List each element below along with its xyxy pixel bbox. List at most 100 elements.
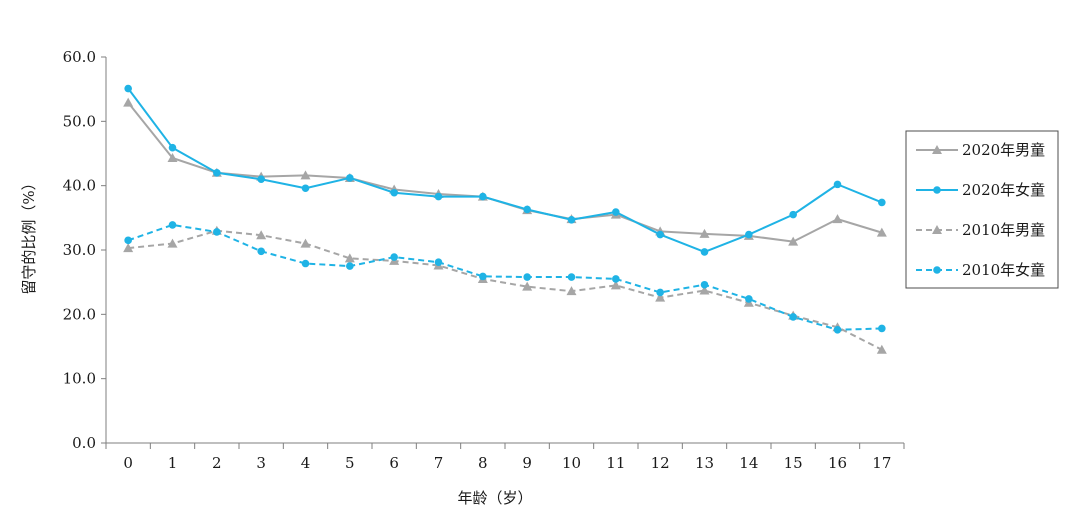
x-tick-label: 12 — [651, 454, 670, 472]
data-point — [700, 248, 709, 256]
y-axis-title: 留守的比例（%） — [20, 175, 38, 294]
data-point — [656, 230, 664, 239]
y-tick-label: 50.0 — [63, 112, 96, 130]
y-tick-label: 40.0 — [63, 177, 96, 195]
data-point — [612, 275, 620, 283]
data-point — [479, 272, 487, 281]
data-point — [123, 243, 134, 253]
data-point — [256, 230, 267, 240]
data-point — [301, 259, 310, 268]
data-point — [167, 153, 178, 163]
legend-label: 2010年女童 — [962, 261, 1045, 279]
y-tick-label: 30.0 — [63, 241, 96, 259]
chart-ticks: 0.010.020.030.040.050.060.00 1 2 3 4 5 6 7 8 9 10 1… — [63, 48, 905, 472]
chart-series — [123, 84, 887, 354]
x-tick-label: 15 — [784, 454, 803, 472]
data-point — [745, 230, 753, 239]
data-point — [610, 280, 621, 290]
data-point — [655, 292, 666, 302]
data-point — [832, 214, 843, 224]
data-point — [833, 180, 842, 189]
data-point — [479, 192, 487, 201]
data-point — [656, 288, 664, 297]
data-point — [168, 143, 177, 152]
data-point — [878, 324, 886, 333]
legend-swatch-marker — [933, 266, 941, 274]
data-point — [567, 215, 576, 224]
data-point — [300, 170, 311, 180]
data-point — [876, 344, 887, 354]
x-tick-label: 10 — [562, 454, 581, 472]
x-tick-label: 5 — [345, 454, 355, 472]
data-point — [213, 169, 221, 177]
data-point — [566, 286, 577, 296]
data-point — [700, 280, 709, 289]
legend-swatch-marker — [933, 186, 941, 194]
legend-item: 2010年女童 — [916, 261, 1045, 279]
data-point — [301, 184, 310, 193]
x-tick-label: 4 — [301, 454, 311, 472]
legend-item: 2020年男童 — [916, 141, 1045, 159]
legend-swatch-marker — [932, 225, 942, 234]
data-point — [523, 273, 531, 281]
data-point — [390, 253, 398, 261]
data-point — [434, 258, 443, 267]
data-point — [124, 236, 132, 245]
x-tick-label: 0 — [123, 454, 133, 472]
x-tick-label: 13 — [695, 454, 714, 472]
y-tick-label: 0.0 — [72, 434, 96, 452]
legend-label: 2010年男童 — [962, 221, 1045, 239]
x-tick-label: 3 — [256, 454, 266, 472]
data-point — [390, 188, 398, 197]
y-tick-label: 20.0 — [63, 305, 96, 323]
data-point — [522, 281, 533, 291]
series-line — [128, 229, 883, 351]
data-point — [523, 205, 531, 214]
x-tick-label: 9 — [522, 454, 532, 472]
data-point — [434, 192, 443, 201]
data-point — [344, 253, 355, 263]
x-tick-label: 16 — [828, 454, 847, 472]
data-point — [124, 84, 132, 93]
data-point — [257, 247, 265, 256]
data-point — [567, 273, 576, 281]
legend-label: 2020年女童 — [962, 181, 1045, 199]
series-1 — [124, 84, 886, 256]
x-tick-label: 14 — [739, 454, 758, 472]
series-3 — [124, 221, 886, 334]
series-line — [127, 102, 883, 243]
x-axis-title: 年龄（岁） — [457, 489, 532, 507]
data-point — [123, 97, 134, 107]
x-tick-label: 2 — [212, 454, 222, 472]
data-point — [789, 313, 797, 321]
data-point — [168, 221, 177, 229]
y-tick-label: 60.0 — [63, 48, 96, 66]
data-point — [745, 295, 753, 303]
data-point — [699, 228, 710, 238]
legend-box — [905, 130, 1059, 289]
chart-axes — [105, 57, 904, 444]
data-point — [699, 285, 710, 295]
chart-legend: 2020年男童 2020年女童 2010年男童 2010年女童 — [905, 130, 1059, 289]
x-tick-label: 8 — [478, 454, 488, 472]
x-tick-label: 1 — [168, 454, 178, 472]
data-point — [833, 325, 842, 334]
series-2 — [123, 225, 887, 354]
data-point — [876, 227, 887, 237]
x-tick-label: 17 — [872, 454, 891, 472]
data-point — [789, 210, 797, 219]
data-point — [346, 262, 354, 270]
x-tick-label: 11 — [606, 454, 625, 472]
series-line — [127, 87, 883, 253]
legend-item: 2010年男童 — [916, 221, 1045, 239]
x-tick-label: 6 — [389, 454, 399, 472]
data-point — [878, 198, 886, 207]
data-point — [257, 175, 265, 184]
legend-swatch-marker — [932, 145, 942, 154]
x-tick-label: 7 — [434, 454, 444, 472]
legend-item: 2020年女童 — [916, 181, 1045, 199]
data-point — [346, 174, 354, 182]
series-line — [127, 223, 882, 331]
y-tick-label: 10.0 — [63, 370, 96, 388]
